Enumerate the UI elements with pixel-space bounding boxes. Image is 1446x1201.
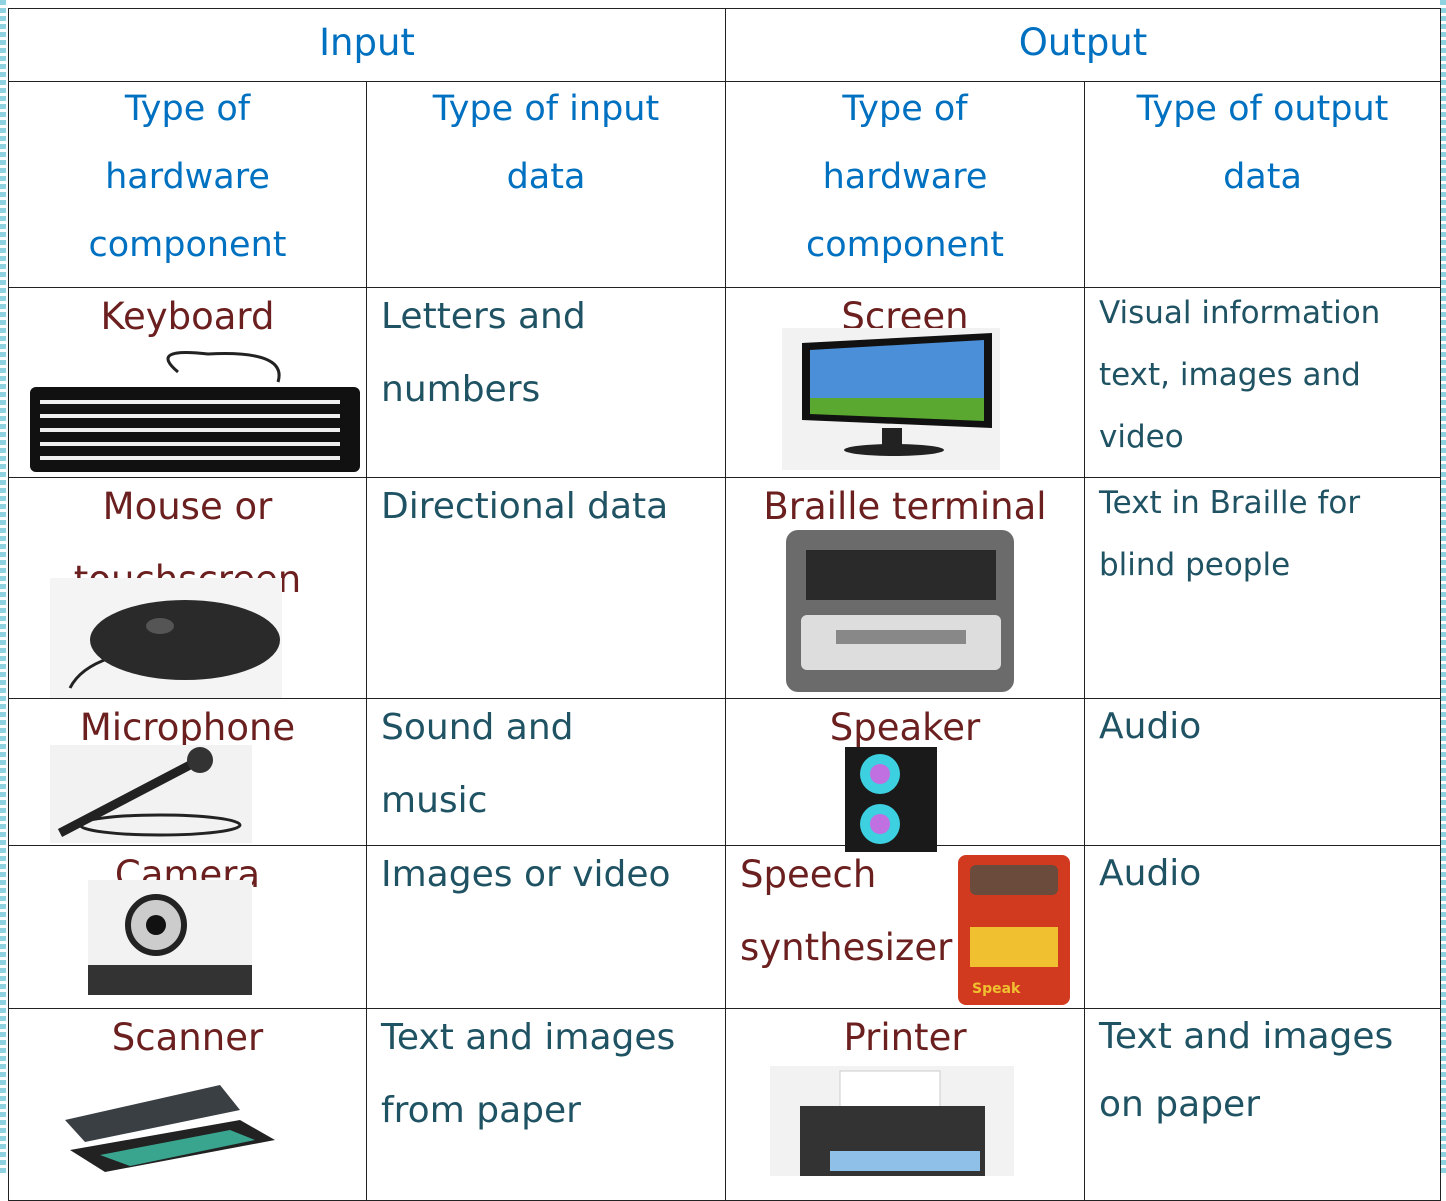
text-line: blind people <box>1099 547 1291 583</box>
text-line: Type of <box>842 89 968 129</box>
cell-text: Type of output data <box>1085 75 1440 211</box>
speech-synthesizer-image: Speak <box>958 855 1070 1005</box>
text-line: component <box>805 225 1004 265</box>
cell-text: Input <box>9 15 725 71</box>
cell-text: Sound and music <box>367 691 725 837</box>
cell-text: Keyboard <box>9 280 366 353</box>
page-border <box>0 0 6 1176</box>
text-line: synthesizer <box>740 926 953 969</box>
text-line: Visual information <box>1099 295 1381 331</box>
input-data-cell: Directional data <box>366 477 726 699</box>
text-line: Type of <box>124 89 251 129</box>
keyboard-image <box>30 350 360 472</box>
cell-text: Speaker <box>726 691 1084 764</box>
input-device-cell: Scanner <box>8 1008 367 1201</box>
text-line: Scanner <box>111 1016 264 1059</box>
text-line: hardware <box>822 157 988 197</box>
output-data-cell: Text in Braille for blind people <box>1084 477 1441 699</box>
text-line: Directional data <box>381 486 669 527</box>
input-data-cell: Letters and numbers <box>366 287 726 478</box>
cell-text: Images or video <box>367 838 725 911</box>
text-line: data <box>1223 157 1302 197</box>
text-line: Sound and <box>381 707 574 748</box>
text-line: Speech <box>740 853 877 896</box>
text-line: Text in Braille for <box>1099 485 1361 521</box>
text-line: on paper <box>1099 1084 1260 1125</box>
text-line: hardware <box>105 157 270 197</box>
cell-text: Visual information text, images and video <box>1085 282 1440 468</box>
output-data-cell: Audio <box>1084 845 1441 1009</box>
text-line: Output <box>1018 21 1148 64</box>
cell-text: Type of input data <box>367 75 725 211</box>
svg-text:Speak: Speak <box>972 981 1021 997</box>
subheader-cell: Type of hardware component <box>8 81 367 288</box>
text-line: Audio <box>1099 706 1202 747</box>
scanner-image <box>65 1085 275 1172</box>
text-line: Keyboard <box>100 295 275 338</box>
microphone-image <box>50 745 252 843</box>
input-data-cell: Text and images from paper <box>366 1008 726 1201</box>
braille-terminal-image <box>786 530 1014 692</box>
input-data-cell: Sound and music <box>366 698 726 846</box>
cell-text: Text and images from paper <box>367 1001 725 1147</box>
text-line: Mouse or <box>102 485 273 528</box>
text-line: data <box>506 157 586 197</box>
text-line: text, images and <box>1099 357 1361 393</box>
text-line: from paper <box>381 1090 581 1131</box>
text-line: video <box>1099 419 1184 455</box>
text-line: Letters and <box>381 296 586 337</box>
printer-image <box>770 1066 1014 1176</box>
input-data-cell: Images or video <box>366 845 726 1009</box>
subheader-cell: Type of input data <box>366 81 726 288</box>
cell-text: Type of hardware component <box>9 75 366 279</box>
cell-text: Type of hardware component <box>726 75 1084 279</box>
text-line: music <box>381 780 488 821</box>
text-line: Printer <box>843 1016 967 1059</box>
text-line: Audio <box>1099 853 1202 894</box>
camera-image <box>88 880 252 995</box>
cell-text: Audio <box>1085 693 1440 761</box>
text-line: Type of output <box>1136 89 1389 129</box>
mouse-image <box>50 578 282 698</box>
text-line: Type of input <box>432 89 660 129</box>
cell-text: Scanner <box>9 1001 366 1074</box>
cell-text: Letters and numbers <box>367 280 725 426</box>
cell-text: Directional data <box>367 470 725 543</box>
output-data-cell: Text and images on paper <box>1084 1008 1441 1201</box>
text-line: Text and images <box>1099 1016 1394 1057</box>
output-data-cell: Visual information text, images and video <box>1084 287 1441 478</box>
text-line: component <box>88 225 287 265</box>
cell-text: Output <box>726 15 1440 71</box>
screen-image <box>782 328 1000 470</box>
text-line: Microphone <box>79 706 296 749</box>
subheader-cell: Type of output data <box>1084 81 1441 288</box>
text-line: Braille terminal <box>763 485 1047 528</box>
header-cell: Input <box>8 8 726 82</box>
text-line: Speaker <box>829 706 981 749</box>
header-cell: Output <box>725 8 1441 82</box>
text-line: Text and images <box>381 1017 676 1058</box>
text-line: Images or video <box>381 854 671 895</box>
text-line: numbers <box>381 369 541 410</box>
cell-text: Braille terminal <box>726 470 1084 543</box>
text-line: Input <box>319 21 415 64</box>
cell-text: Text and images on paper <box>1085 1003 1440 1139</box>
cell-text: Speech synthesizer <box>726 838 1084 984</box>
page-border <box>1440 0 1446 1176</box>
cell-text: Audio <box>1085 840 1440 908</box>
cell-text: Text in Braille for blind people <box>1085 472 1440 596</box>
output-data-cell: Audio <box>1084 698 1441 846</box>
speaker-image <box>845 747 937 852</box>
cell-text: Printer <box>726 1001 1084 1074</box>
subheader-cell: Type of hardware component <box>725 81 1085 288</box>
cell-text: Microphone <box>9 691 366 764</box>
